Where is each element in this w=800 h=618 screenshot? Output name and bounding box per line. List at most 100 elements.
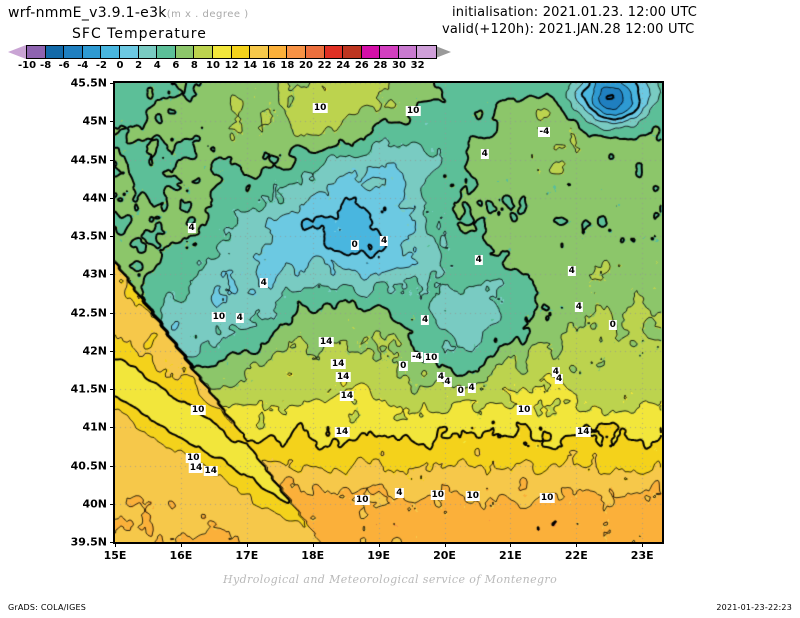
colorbar-tick-26: 26 [354,60,369,71]
lat-tick [110,121,115,123]
contour-label-10: 10 [185,453,201,464]
contour-label-10: 10 [430,490,445,501]
contour-label-10: 10 [354,494,370,505]
lon-tick [576,542,578,547]
lat-label-42.5N: 42.5N [70,306,107,319]
colorbar-cell-7 [157,46,176,58]
contour-label-10: 10 [423,353,439,364]
colorbar-cell-18 [361,46,381,58]
contour-label-10: 10 [465,491,480,502]
field-title: SFC Temperature [72,26,207,42]
contour-label-10: 10 [516,404,532,415]
contour-label-14: 14 [318,337,334,348]
colorbar-cell-14 [287,46,306,58]
lat-tick [110,236,115,237]
lat-label-42N: 42N [82,344,107,358]
contour-label-0: 0 [350,239,359,250]
contour-label-14: 14 [339,391,355,402]
colorbar-cell-4 [101,46,120,58]
colorbar-tick-20: 20 [299,60,313,71]
contour-label-4: 4 [551,367,561,378]
contour-label-0: 0 [456,386,465,397]
colorbar-tick-2: 2 [135,60,143,71]
contour-label-4: 4 [436,371,446,382]
contour-label-neg4: -4 [538,127,551,138]
colorbar-tick--10: -10 [17,60,37,71]
colorbar-over-arrow [433,45,451,59]
lat-label-39.5N: 39.5N [70,535,107,549]
lat-label-43.5N: 43.5N [70,229,107,243]
lat-label-41N: 41N [82,420,107,434]
contour-label-10: 10 [539,493,555,504]
contour-label-4: 4 [474,254,483,265]
colorbar-cell-21 [417,46,437,58]
lon-tick [180,542,182,547]
lat-tick [110,427,115,429]
lon-tick [115,542,116,547]
colorbar-tick--4: -4 [77,60,89,71]
contour-label-4: 4 [467,382,476,393]
contour-label-10: 10 [405,105,421,116]
colorbar-cell-20 [398,46,418,58]
contour-label-4: 4 [567,266,576,277]
temperature-field-canvas [115,83,662,542]
colorbar-cell-5 [119,46,139,58]
contour-label-14: 14 [330,359,346,370]
colorbar-tick-labels: -10 -8 -6 -4 -2 0 2 4 6 8 10 12 14 16 18 20 22 24 26 28 30 32 [8,60,452,72]
contour-label-4: 4 [555,374,564,385]
model-units-text: (m x . degree ) [166,9,249,20]
lat-tick [110,197,115,199]
contour-label-4: 4 [574,301,583,312]
colorbar-under-arrow [8,45,26,59]
contour-label-14: 14 [188,462,204,473]
contour-label-4: 4 [443,377,452,388]
generation-timestamp: 2021-01-23-22:23 [716,603,792,612]
lon-label-23E: 23E [630,549,654,562]
contour-label-4: 4 [259,277,268,288]
lon-label-20E: 20E [433,549,456,562]
contour-label-14: 14 [335,371,351,382]
lat-label-43N: 43N [82,267,107,281]
lat-tick [110,503,115,505]
contour-label-4: 4 [480,149,489,160]
contour-label-4: 4 [395,487,404,498]
colorbar-tick-32: 32 [410,60,425,71]
lat-label-40N: 40N [82,497,107,511]
contour-label-0: 0 [608,319,617,330]
colorbar-cells [26,45,438,59]
lat-tick [110,465,115,467]
colorbar: -10 -8 -6 -4 -2 0 2 4 6 8 10 12 14 16 18 20 22 24 26 28 30 32 [8,44,452,72]
colorbar-tick-14: 14 [243,60,258,71]
model-title: wrf-nmmE_v3.9.1-e3k(m x . degree ) [8,5,249,21]
contour-label-0: 0 [399,361,408,372]
lat-tick [110,274,115,276]
contour-label-neg4: -4 [410,352,423,363]
map-plot-area[interactable] [113,81,664,544]
colorbar-tick-24: 24 [336,60,351,71]
lon-label-16E: 16E [169,549,193,562]
lat-label-45.5N: 45.5N [70,76,107,90]
lat-tick [110,159,115,161]
colorbar-tick-4: 4 [153,60,161,71]
lon-label-15E: 15E [103,549,127,562]
colorbar-cell-19 [380,46,399,58]
colorbar-cell-16 [324,46,344,58]
colorbar-tick-16: 16 [261,60,276,71]
colorbar-tick-22: 22 [317,60,332,71]
model-title-text: wrf-nmmE_v3.9.1-e3k [8,5,167,21]
lat-label-41.5N: 41.5N [70,382,107,396]
lon-tick [246,542,248,547]
colorbar-cell-12 [250,46,269,58]
colorbar-tick-28: 28 [373,60,388,71]
colorbar-tick-8: 8 [190,60,198,71]
colorbar-tick-10: 10 [206,60,220,71]
lon-tick [378,542,380,547]
lon-label-22E: 22E [564,549,588,562]
colorbar-tick-6: 6 [172,60,180,71]
initialisation-line: initialisation: 2021.01.23. 12:00 UTC [452,5,697,20]
lon-tick [312,542,314,547]
lat-label-45N: 45N [82,114,107,128]
colorbar-tick--6: -6 [58,60,70,71]
contour-label-4: 4 [379,236,389,247]
colorbar-tick--2: -2 [95,60,107,71]
